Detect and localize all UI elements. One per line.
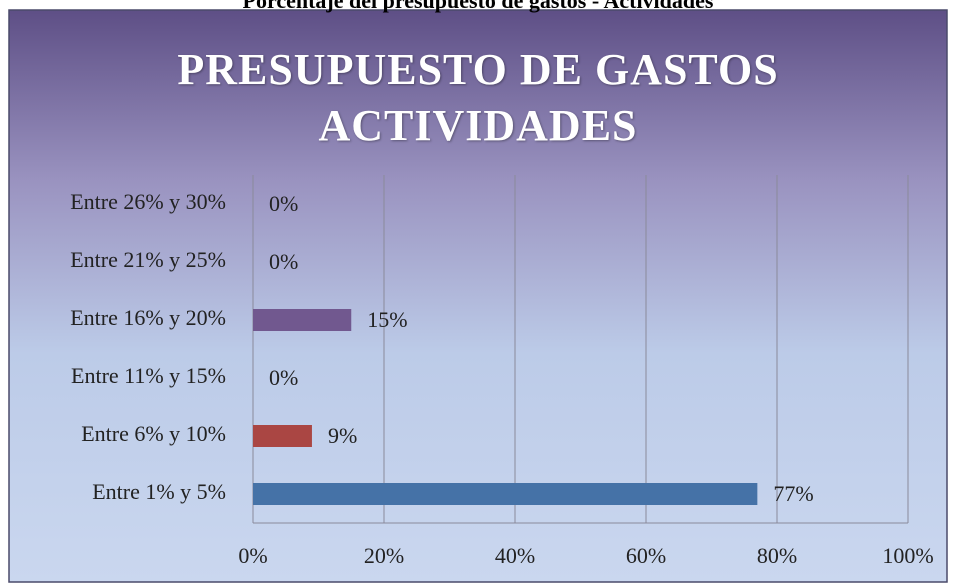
data-label: 9% — [328, 423, 357, 448]
bar — [253, 483, 758, 505]
y-tick-label: Entre 16% y 20% — [70, 305, 226, 330]
y-tick-label: Entre 6% y 10% — [81, 421, 226, 446]
bar — [253, 425, 312, 447]
bar — [253, 309, 352, 331]
caption: Porcentaje del presupuesto de gastos - A… — [242, 0, 714, 13]
x-tick-label: 100% — [882, 543, 933, 568]
x-tick-label: 0% — [238, 543, 267, 568]
x-tick-label: 20% — [364, 543, 404, 568]
chart-title: PRESUPUESTO DE GASTOS ACTIVIDADES — [177, 45, 779, 150]
x-tick-label: 80% — [757, 543, 797, 568]
y-tick-label: Entre 21% y 25% — [70, 247, 226, 272]
data-label: 0% — [269, 249, 298, 274]
y-tick-label: Entre 1% y 5% — [92, 479, 226, 504]
data-label: 0% — [269, 191, 298, 216]
y-tick-label: Entre 26% y 30% — [70, 189, 226, 214]
x-tick-label: 40% — [495, 543, 535, 568]
x-tick-label: 60% — [626, 543, 666, 568]
y-tick-label: Entre 11% y 15% — [71, 363, 226, 388]
data-label: 15% — [367, 307, 407, 332]
data-label: 0% — [269, 365, 298, 390]
data-label: 77% — [773, 481, 813, 506]
